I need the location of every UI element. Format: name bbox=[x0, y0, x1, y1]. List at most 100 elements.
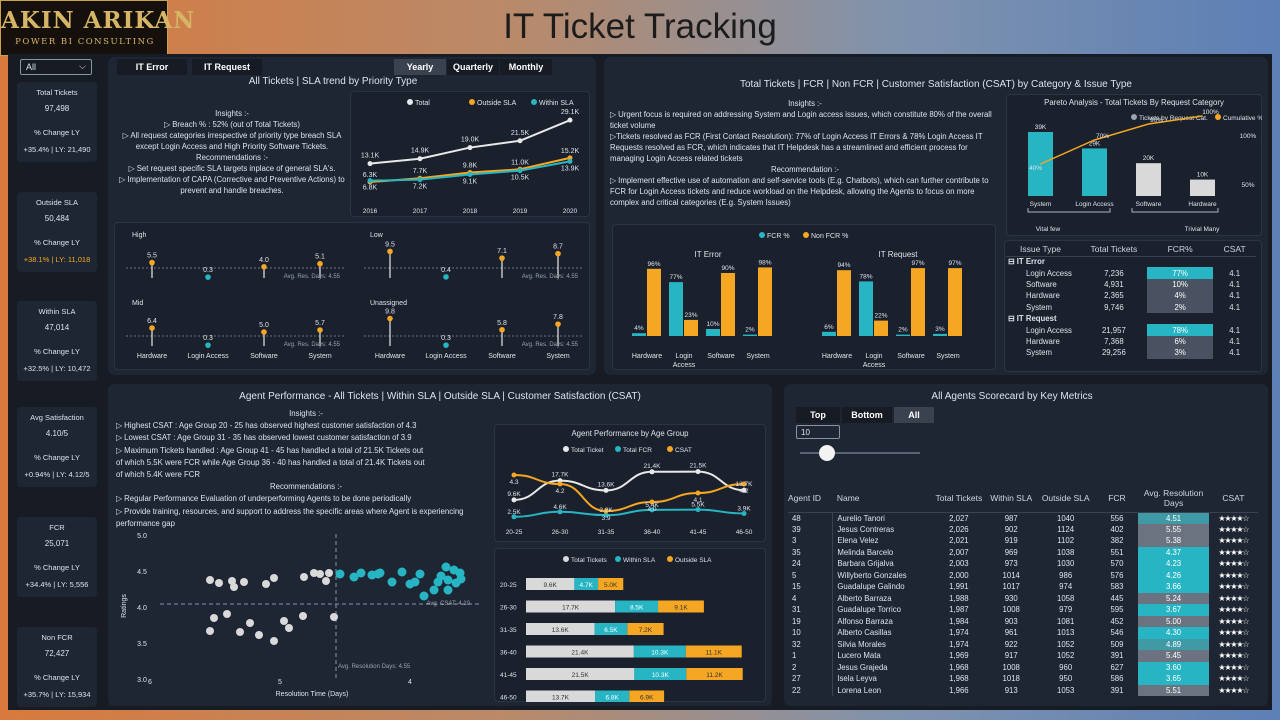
trend-x-tick: 2017 bbox=[413, 208, 428, 215]
all-button[interactable]: All bbox=[894, 407, 934, 423]
age-csat-line-point bbox=[695, 490, 701, 496]
age-total-label: 9.6K bbox=[507, 491, 521, 498]
issue-table-header-cell: FCR% bbox=[1147, 242, 1214, 257]
topn-input[interactable]: 10 bbox=[796, 425, 840, 439]
scorecard-row[interactable]: 19 Alfonso Barraza 1,984 903 1081 452 5.00 ★★★★… bbox=[788, 615, 1258, 627]
age-fcr-label: 3.9K bbox=[737, 505, 751, 512]
scorecard-row[interactable]: 31 Guadalupe Torrico 1,987 1008 979 595 3.67 ★★… bbox=[788, 604, 1258, 616]
age-csat-label: 4.3 bbox=[509, 479, 518, 486]
priority-dot bbox=[555, 321, 561, 327]
tab-it-error[interactable]: IT Error bbox=[117, 59, 187, 75]
top-button[interactable]: Top bbox=[796, 407, 840, 423]
nonfcr-value-label: 23% bbox=[684, 312, 697, 319]
priority-value-label: 5.5 bbox=[147, 253, 157, 260]
priority-dot bbox=[317, 327, 323, 333]
scorecard-row[interactable]: 10 Alberto Casillas 1,974 961 1013 546 4.30 ★★★… bbox=[788, 627, 1258, 639]
age-total-line-point bbox=[511, 497, 517, 503]
scorecard-row[interactable]: 1 Lucero Mata 1,969 917 1052 391 5.45 ★★★★☆ bbox=[788, 650, 1258, 662]
scatter-y-tick: 3.5 bbox=[137, 641, 147, 648]
nonfcr-bar bbox=[874, 320, 888, 336]
agent-name-cell: Alberto Barraza bbox=[832, 592, 932, 604]
fcr-bar bbox=[706, 329, 720, 336]
scorecard-row[interactable]: 15 Guadalupe Galindo 1,991 1017 974 583 3.66 ★★… bbox=[788, 581, 1258, 593]
trend-data-label: 14.9K bbox=[411, 148, 430, 155]
kpi-card: Within SLA 47,014 % Change LY +32.5% | L… bbox=[17, 301, 97, 381]
scorecard-header-cell[interactable]: Agent ID bbox=[788, 485, 833, 513]
total-tickets-cell: 1,987 bbox=[949, 605, 969, 615]
filter-select[interactable]: All ⌵ bbox=[20, 59, 92, 75]
scorecard-row[interactable]: 32 Silvia Morales 1,974 922 1052 509 4.89 ★★★★☆ bbox=[788, 638, 1258, 650]
trend-point bbox=[567, 155, 573, 161]
agent-rec-title: Recommendations :- bbox=[270, 482, 342, 492]
tab-it-request[interactable]: IT Request bbox=[192, 59, 262, 75]
priority-value-label: 5.8 bbox=[497, 320, 507, 327]
topn-slider-handle[interactable] bbox=[819, 445, 835, 461]
scorecard-header-cell[interactable]: Within SLA bbox=[986, 485, 1036, 513]
scorecard-header-cell[interactable]: Outside SLA bbox=[1035, 485, 1096, 513]
avg-resolution-cell: 3.67 bbox=[1138, 604, 1209, 616]
age-csat-line-point bbox=[557, 481, 563, 487]
scorecard-row[interactable]: 39 Jesus Contreras 2,026 902 1124 402 5.55 ★★★★… bbox=[788, 523, 1258, 535]
kpi-change-label: % Change LY bbox=[34, 563, 80, 572]
scorecard-header-cell[interactable]: Total Tickets bbox=[931, 485, 987, 513]
avg-resolution-cell: 3.60 bbox=[1138, 661, 1209, 673]
trend-x-tick: 2020 bbox=[563, 208, 578, 215]
legend-dot bbox=[563, 446, 569, 452]
agent-id-cell: 10 bbox=[792, 628, 801, 638]
age-x-tick: 46-50 bbox=[736, 529, 753, 536]
total-tickets-cell: 9,746 bbox=[1104, 302, 1124, 312]
agent-id-cell: 48 bbox=[792, 513, 801, 523]
fcr-value-label: 77% bbox=[669, 274, 682, 281]
scorecard-row[interactable]: 24 Barbara Grijalva 2,003 973 1030 570 4.23 ★★★… bbox=[788, 558, 1258, 570]
scatter-point bbox=[210, 614, 218, 622]
scorecard-row[interactable]: 27 Isela Leyva 1,968 1018 950 586 3.65 ★★★★☆ bbox=[788, 673, 1258, 685]
scatter-point bbox=[356, 568, 366, 578]
priority-dot bbox=[317, 260, 323, 267]
scorecard-row[interactable]: 3 Elena Velez 2,021 919 1102 382 5.38 ★★★★☆ bbox=[788, 535, 1258, 547]
avg-resolution-cell: 5.38 bbox=[1138, 535, 1209, 547]
fcr-pct-cell: 78% bbox=[1147, 324, 1214, 336]
agent-id-cell: 24 bbox=[792, 559, 801, 569]
scorecard-row[interactable]: 5 Willyberto Gonzales 2,000 1014 986 576 4.26 ★… bbox=[788, 569, 1258, 581]
scorecard-header-cell[interactable]: Name bbox=[832, 485, 932, 513]
kpi-label: Within SLA bbox=[38, 307, 76, 316]
agent-id-cell: 39 bbox=[792, 524, 801, 534]
within-sla-cell: 1018 bbox=[1002, 674, 1020, 684]
scorecard-row[interactable]: 4 Alberto Barraza 1,988 930 1058 445 5.24 ★★★★☆ bbox=[788, 592, 1258, 604]
topn-slider-track[interactable] bbox=[800, 452, 920, 454]
legend-dot bbox=[407, 99, 413, 105]
period-monthly-button[interactable]: Monthly bbox=[500, 59, 552, 75]
collapse-icon[interactable]: ⊟ bbox=[1008, 314, 1015, 324]
fcr-bar bbox=[896, 334, 910, 336]
trend-point bbox=[567, 117, 573, 123]
scatter-point bbox=[215, 579, 223, 587]
legend-dot bbox=[469, 99, 475, 105]
fcr-cell: 445 bbox=[1110, 593, 1124, 603]
scorecard-row[interactable]: 2 Jesus Grajeda 1,968 1008 960 627 3.60 ★★★★☆ bbox=[788, 661, 1258, 673]
fcr-cell: 586 bbox=[1110, 674, 1124, 684]
period-yearly-button[interactable]: Yearly bbox=[394, 59, 446, 75]
period-quarterly-button[interactable]: Quarterly bbox=[447, 59, 499, 75]
bottom-button[interactable]: Bottom bbox=[842, 407, 892, 423]
fcr-value-label: 6% bbox=[824, 324, 834, 331]
total-tickets-cell: 1,991 bbox=[949, 582, 969, 592]
within-sla-cell: 902 bbox=[1004, 524, 1018, 534]
scorecard-header-cell[interactable]: FCR bbox=[1095, 485, 1139, 513]
collapse-icon[interactable]: ⊟ bbox=[1008, 257, 1015, 267]
issue-table-row: System 29,256 3% 4.1 bbox=[1006, 347, 1256, 359]
scorecard-row[interactable]: 35 Melinda Barcelo 2,007 969 1038 551 4.37 ★★★★… bbox=[788, 546, 1258, 558]
scorecard-row[interactable]: 22 Lorena Leon 1,966 913 1053 391 5.51 ★★★★☆ bbox=[788, 684, 1258, 696]
outside-sla-cell: 1052 bbox=[1057, 651, 1075, 661]
scorecard-row[interactable]: 48 Aurelio Tanori 2,027 987 1040 556 4.51 ★★★★☆ bbox=[788, 512, 1258, 524]
within-sla-cell: 903 bbox=[1004, 616, 1018, 626]
age-bar-category: 20-25 bbox=[500, 582, 517, 589]
csat-cell: 4.1 bbox=[1229, 279, 1241, 289]
avg-resolution-cell: 5.55 bbox=[1138, 523, 1209, 535]
pareto-value-label: 29K bbox=[1089, 140, 1101, 147]
scorecard-header-cell[interactable]: Avg. Resolution Days bbox=[1138, 485, 1209, 513]
scatter-point bbox=[429, 585, 439, 595]
nonfcr-value-label: 97% bbox=[948, 260, 961, 267]
age-outside-bar-label: 9.1K bbox=[674, 605, 688, 612]
agent-id-cell: 15 bbox=[792, 582, 801, 592]
scorecard-header-cell[interactable]: CSAT bbox=[1208, 485, 1258, 513]
